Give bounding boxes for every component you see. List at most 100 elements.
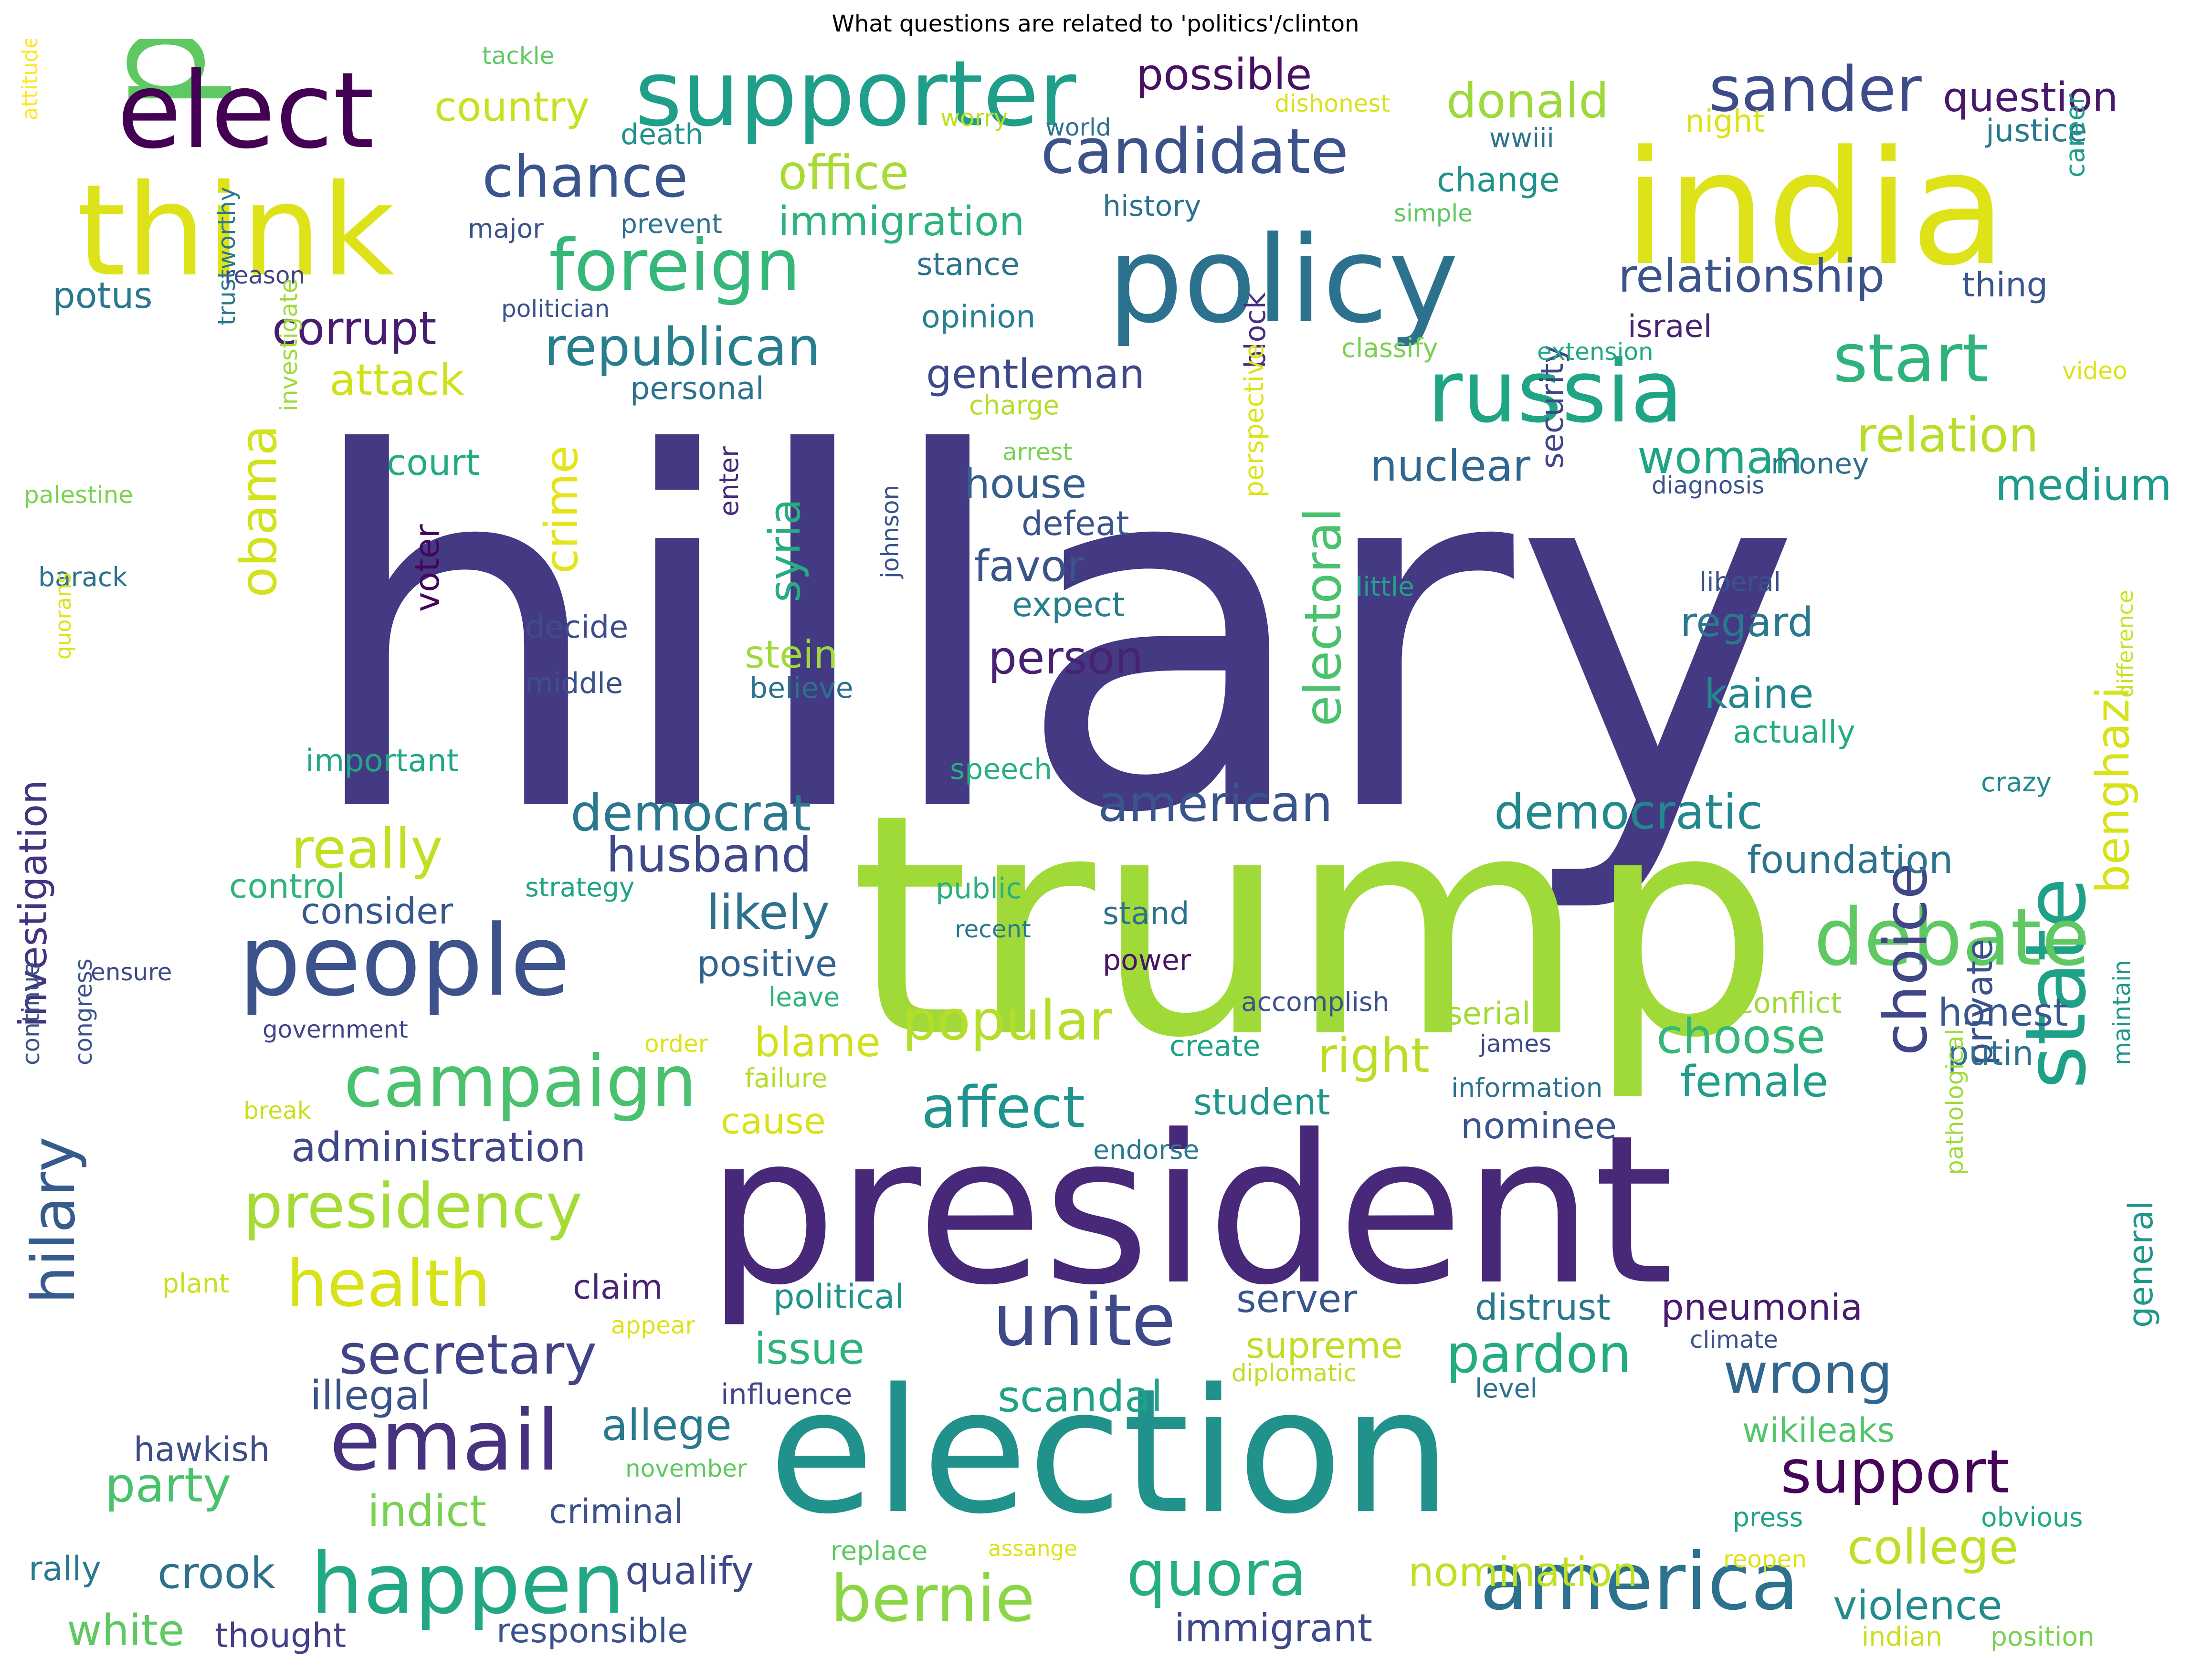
word-office: office [778,145,909,200]
word-chance: chance [482,144,688,210]
word-wikileaks: wikileaks [1742,1411,1895,1450]
word-assange: assange [988,1536,1077,1561]
word-james: james [1480,1030,1552,1058]
word-syria: syria [760,498,810,602]
word-relation: relation [1857,407,2039,463]
word-support: support [1780,1438,2010,1507]
word-endorse: endorse [1093,1134,1200,1165]
word-ensure: ensure [91,958,172,986]
word-extension: extension [1537,338,1654,366]
word-country: country [434,84,590,131]
word-attitude: attitude [17,39,42,120]
word-electoral: electoral [1294,507,1352,726]
word-administration: administration [291,1124,586,1171]
word-court: court [387,441,480,483]
word-crazy: crazy [1981,767,2052,798]
word-affect: affect [921,1075,1085,1141]
word-believe: believe [749,672,853,705]
word-question: question [1943,74,2118,121]
word-prevent: prevent [621,209,722,239]
word-press: press [1733,1502,1803,1533]
word-general: general [2121,1200,2160,1328]
word-trustworthy: trustworthy [213,187,241,326]
word-right: right [1317,1028,1430,1083]
word-crime: crime [536,445,588,574]
word-person: person [988,632,1144,684]
word-hilary: hilary [19,1136,88,1304]
word-kaine: kaine [1704,671,1814,718]
word-difference: difference [2113,590,2138,698]
word-positive: positive [697,943,838,985]
word-johnson: johnson [876,484,904,578]
word-secretary: secretary [339,1323,597,1387]
word-indict: indict [368,1486,486,1536]
word-likely: likely [706,884,830,940]
word-money: money [1771,447,1869,481]
word-benghazi: benghazi [2087,686,2139,893]
word-defeat: defeat [1022,504,1129,543]
word-government: government [263,1016,408,1043]
word-democrat: democrat [570,784,811,842]
word-influence: influence [721,1378,853,1411]
word-responsible: responsible [496,1611,688,1650]
word-allege: allege [601,1400,732,1450]
word-republican: republican [544,316,821,378]
word-liberal: liberal [1699,567,1781,597]
word-supreme: supreme [1246,1324,1403,1366]
word-quorans: quorans [51,572,76,660]
word-supporter: supporter [635,41,1076,147]
word-political: political [773,1277,904,1316]
word-woman: woman [1637,431,1803,484]
word-continue: continue [17,961,45,1065]
word-pathological: pathological [1941,1029,1969,1175]
word-democratic: democratic [1494,784,1763,840]
word-sander: sander [1709,53,1922,126]
word-medium: medium [1995,460,2172,510]
word-obvious: obvious [1981,1502,2083,1533]
figure-title: What questions are related to 'politics'… [832,10,1359,37]
word-middle: middle [525,667,623,700]
word-debate: debate [1814,892,2090,983]
word-politician: politician [501,295,610,323]
word-pardon: pardon [1446,1323,1632,1385]
word-popular: popular [902,989,1112,1053]
word-people: people [239,904,570,1018]
word-thought: thought [215,1616,347,1655]
word-plant: plant [162,1268,230,1299]
word-female: female [1680,1057,1829,1107]
word-stein: stein [745,632,838,677]
word-russia: russia [1427,342,1683,442]
word-major: major [468,213,544,244]
word-serial: serial [1446,996,1531,1032]
word-enter: enter [714,446,744,516]
word-really: really [291,817,443,881]
word-president: president [706,1092,1674,1330]
word-party: party [105,1457,232,1513]
word-level: level [1475,1373,1538,1404]
word-barack: barack [38,562,128,592]
word-change: change [1437,160,1560,200]
word-blame: blame [754,1019,881,1066]
word-trump: trump [850,749,1780,1104]
word-wwiii: wwiii [1489,123,1554,153]
word-happen: happen [310,1536,625,1633]
word-stance: stance [916,247,1020,283]
word-video: video [2062,357,2128,385]
word-house: house [964,461,1087,508]
word-student: student [1193,1081,1330,1123]
word-possible: possible [1136,50,1312,100]
word-server: server [1236,1277,1358,1321]
word-israel: israel [1628,309,1712,345]
word-cause: cause [721,1100,826,1142]
word-speech: speech [950,753,1053,786]
word-violence: violence [1833,1582,2002,1629]
word-nomination: nomination [1408,1549,1638,1596]
word-regard: regard [1680,599,1813,646]
word-leave: leave [769,982,840,1012]
word-investigate: investigate [275,278,303,411]
word-foundation: foundation [1747,838,1953,882]
word-conflict: conflict [1738,987,1842,1020]
word-criminal: criminal [549,1492,684,1531]
word-health: health [286,1246,491,1321]
word-career: career [2060,94,2090,178]
